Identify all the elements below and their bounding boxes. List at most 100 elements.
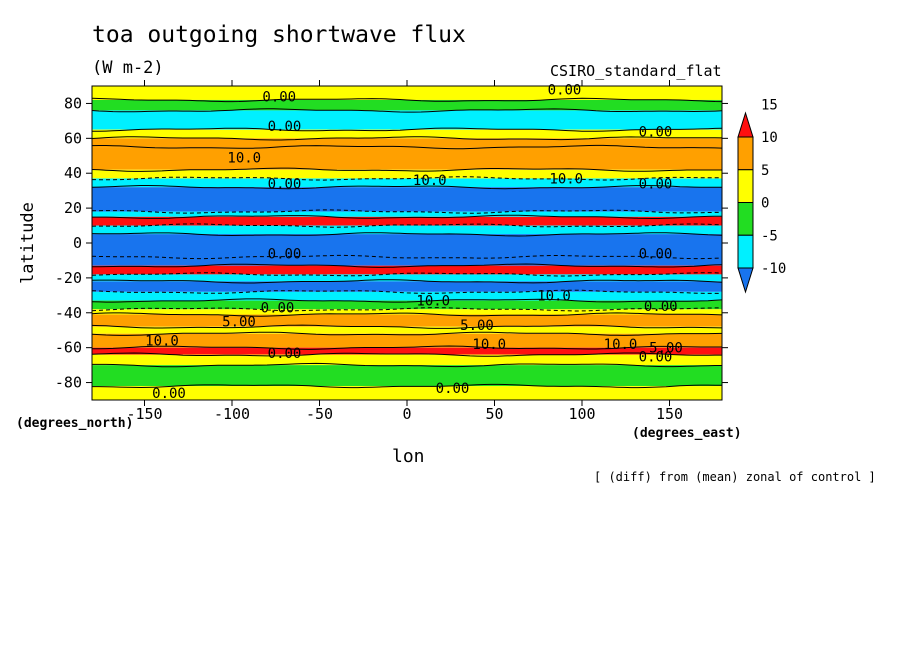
contour-line [91, 331, 723, 336]
y-axis-units: (degrees_north) [16, 416, 134, 431]
colorbar-label: -10 [761, 261, 786, 277]
contour-label: 0.00 [268, 246, 302, 262]
contour-label: 0.00 [436, 381, 470, 397]
heat-band [92, 281, 722, 292]
contour-label: 0.00 [639, 349, 673, 365]
y-tick-label: 80 [64, 94, 82, 112]
contour-label: 10.0 [413, 173, 447, 189]
colorbar-segment [737, 267, 754, 294]
model-name: CSIRO_standard_flat [550, 62, 722, 80]
heat-band [92, 347, 722, 355]
x-tick-label: 50 [485, 405, 503, 423]
heat-band [92, 86, 722, 100]
contour-line [91, 324, 723, 329]
contour-label: 0.00 [261, 301, 295, 317]
contour-label: 0.00 [152, 386, 186, 402]
contour-line [92, 362, 722, 368]
contour-line [91, 307, 722, 312]
x-tick-label: -100 [214, 405, 250, 423]
colorbar-segment [737, 234, 754, 269]
contour-label: 0.00 [639, 124, 673, 140]
contour-label: 10.0 [604, 337, 638, 353]
x-tick-label: 100 [568, 405, 595, 423]
colorbar-label: 5 [761, 163, 769, 179]
contour-label: 0.00 [639, 246, 673, 262]
heat-band [92, 365, 722, 387]
heat-band [92, 274, 722, 282]
y-tick-label: 40 [64, 164, 82, 182]
contour-line [91, 232, 723, 237]
contour-line [92, 214, 722, 219]
colorbar-label: -5 [761, 228, 778, 244]
y-tick-label: -40 [55, 304, 82, 322]
colorbar-segment [737, 136, 754, 171]
contour-label: 10.0 [145, 334, 179, 350]
heat-band [92, 99, 722, 111]
x-tick-label: -50 [306, 405, 333, 423]
heat-band [92, 291, 722, 301]
y-tick-label: 60 [64, 129, 82, 147]
contour-label: 0.00 [268, 177, 302, 193]
contour-line [91, 108, 723, 113]
contour-label: 10.0 [227, 151, 261, 167]
x-axis-label: lon [392, 446, 425, 467]
contour-line [91, 184, 722, 190]
contour-label: 5.00 [460, 318, 494, 334]
diff-note: [ (diff) from (mean) zonal of control ] [594, 470, 876, 484]
x-tick-label: -150 [126, 405, 162, 423]
colorbar-segment [737, 169, 754, 203]
heat-band [92, 178, 722, 188]
contour-line [91, 298, 723, 303]
contour-line [92, 127, 723, 132]
contour-line [92, 345, 722, 350]
y-tick-label: 20 [64, 199, 82, 217]
heat-band [92, 314, 722, 327]
contour-label: 10.0 [549, 171, 583, 187]
contour-line [92, 383, 722, 389]
heat-band [92, 216, 722, 226]
contour-label: 0.00 [268, 119, 302, 135]
colorbar-label: 0 [761, 196, 769, 212]
contour-line [91, 144, 723, 150]
chart-title: toa outgoing shortwave flux [92, 22, 466, 48]
heat-band [92, 354, 722, 366]
contour-line [91, 352, 722, 357]
heat-band [92, 187, 722, 212]
x-axis-units: (degrees_east) [632, 426, 742, 441]
contour-line [91, 176, 722, 181]
contour-label: 10.0 [537, 288, 571, 304]
heat-band [92, 138, 722, 148]
contour-line [91, 254, 723, 260]
contour-label: 10.0 [472, 337, 506, 353]
contour-line [91, 272, 723, 277]
contour-label: 0.00 [644, 299, 678, 315]
contour-label: 0.00 [268, 346, 302, 362]
colorbar-label: 10 [761, 130, 778, 146]
colorbar-segment [737, 202, 754, 236]
contour-line [91, 289, 723, 294]
y-tick-label: -80 [55, 374, 82, 392]
x-tick-label: 0 [402, 405, 411, 423]
heat-band [92, 234, 722, 266]
contour-label: 0.00 [548, 82, 582, 98]
contour-line [91, 97, 723, 103]
chart-units: (W m-2) [92, 58, 164, 78]
contour-line [91, 279, 723, 284]
heat-band [92, 211, 722, 217]
colorbar-label: 15 [761, 97, 778, 113]
contour-line [91, 167, 722, 172]
heat-band [92, 147, 722, 170]
contour-label: 10.0 [416, 294, 450, 310]
heat-band [92, 265, 722, 275]
contour-line [92, 263, 723, 268]
y-tick-label: -60 [55, 339, 82, 357]
contour-label: 5.00 [649, 341, 683, 357]
heat-band [92, 333, 722, 348]
contour-label: 5.00 [222, 315, 256, 331]
heat-band [92, 326, 722, 334]
x-tick-label: 150 [656, 405, 683, 423]
contour-line [91, 136, 723, 141]
heat-band [92, 110, 722, 130]
contour-line [91, 312, 723, 317]
